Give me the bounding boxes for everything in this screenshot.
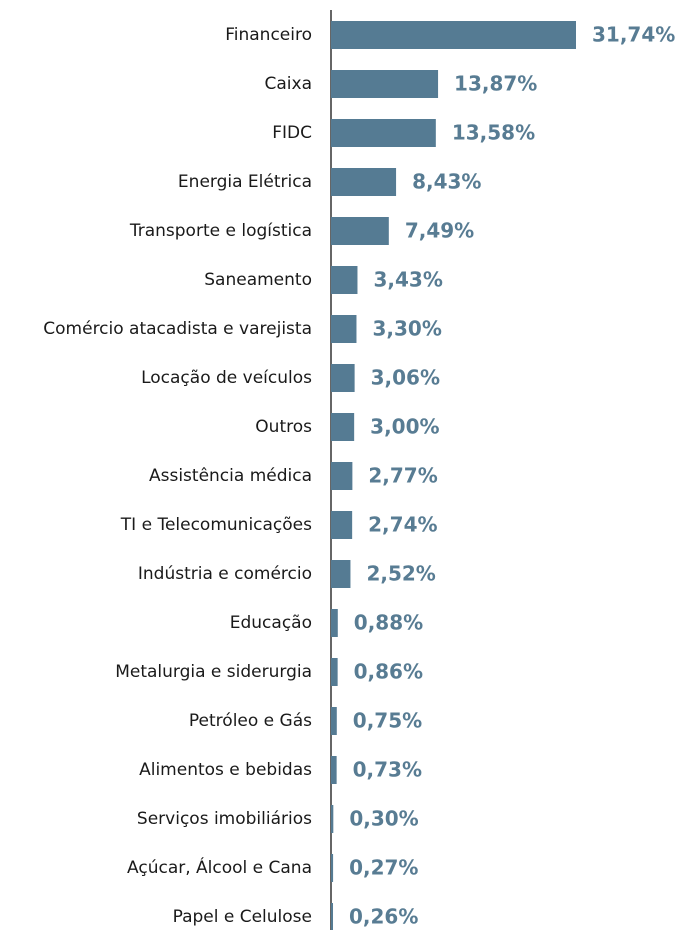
- category-label: Transporte e logística: [129, 221, 312, 241]
- category-label: Saneamento: [204, 270, 312, 290]
- value-label: 2,77%: [368, 464, 437, 488]
- bar: [331, 511, 353, 539]
- value-label: 13,58%: [452, 121, 535, 145]
- bar: [331, 756, 337, 784]
- category-label: Indústria e comércio: [138, 564, 312, 584]
- bar: [331, 413, 355, 441]
- bar: [331, 364, 355, 392]
- category-label: Metalurgia e siderurgia: [115, 662, 312, 682]
- value-label: 8,43%: [412, 170, 481, 194]
- value-label: 0,88%: [354, 611, 423, 635]
- bar: [331, 119, 436, 147]
- value-label: 0,27%: [349, 856, 418, 880]
- bar: [331, 217, 389, 245]
- bar: [331, 609, 338, 637]
- category-label: Energia Elétrica: [178, 172, 312, 192]
- bar: [331, 462, 353, 490]
- category-label: Caixa: [265, 74, 313, 94]
- bar: [331, 658, 338, 686]
- category-label: Petróleo e Gás: [189, 711, 312, 731]
- value-label: 13,87%: [454, 72, 537, 96]
- value-label: 31,74%: [592, 23, 675, 47]
- category-label: Comércio atacadista e varejista: [43, 319, 312, 339]
- category-label: Serviços imobiliários: [137, 809, 312, 829]
- value-label: 3,06%: [371, 366, 440, 390]
- value-label: 2,52%: [366, 562, 435, 586]
- bar: [331, 315, 357, 343]
- category-label: FIDC: [272, 123, 312, 143]
- bar: [331, 21, 576, 49]
- bar: [331, 903, 334, 930]
- category-label: Açúcar, Álcool e Cana: [127, 856, 312, 878]
- value-label: 0,86%: [354, 660, 423, 684]
- bar: [331, 707, 337, 735]
- category-label: Locação de veículos: [141, 368, 312, 388]
- category-label: Financeiro: [225, 25, 312, 45]
- bar: [331, 805, 334, 833]
- category-label: Papel e Celulose: [173, 907, 312, 927]
- value-label: 3,30%: [372, 317, 441, 341]
- value-label: 2,74%: [368, 513, 437, 537]
- category-label: Outros: [255, 417, 312, 437]
- value-label: 3,43%: [373, 268, 442, 292]
- category-label: Assistência médica: [149, 466, 312, 486]
- category-label: Alimentos e bebidas: [139, 760, 312, 780]
- bar: [331, 266, 358, 294]
- value-label: 7,49%: [405, 219, 474, 243]
- value-label: 3,00%: [370, 415, 439, 439]
- bar: [331, 560, 351, 588]
- bar: [331, 70, 439, 98]
- bar: [331, 854, 334, 882]
- value-label: 0,30%: [349, 807, 418, 831]
- value-label: 0,73%: [353, 758, 422, 782]
- category-label: TI e Telecomunicações: [120, 515, 312, 535]
- value-label: 0,26%: [349, 905, 418, 929]
- bar: [331, 168, 397, 196]
- value-label: 0,75%: [353, 709, 422, 733]
- category-label: Educação: [230, 613, 312, 633]
